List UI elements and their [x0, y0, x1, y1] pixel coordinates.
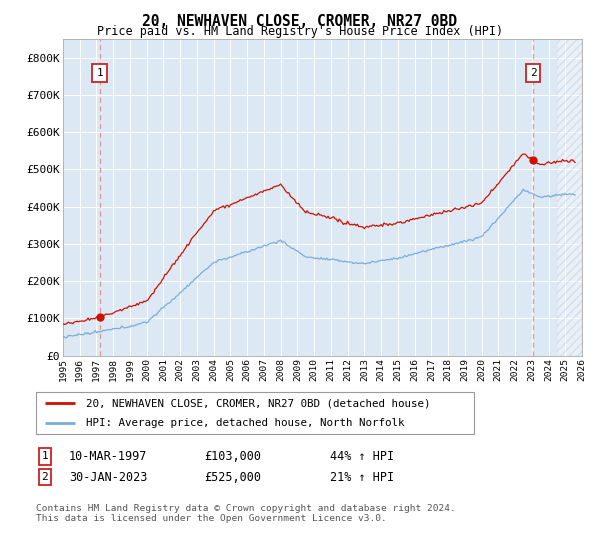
Text: 2: 2 — [530, 68, 536, 78]
Text: 21% ↑ HPI: 21% ↑ HPI — [330, 470, 394, 484]
Text: 20, NEWHAVEN CLOSE, CROMER, NR27 0BD (detached house): 20, NEWHAVEN CLOSE, CROMER, NR27 0BD (de… — [86, 398, 431, 408]
Text: 2: 2 — [41, 472, 49, 482]
Text: 44% ↑ HPI: 44% ↑ HPI — [330, 450, 394, 463]
Text: HPI: Average price, detached house, North Norfolk: HPI: Average price, detached house, Nort… — [86, 418, 405, 428]
Text: Contains HM Land Registry data © Crown copyright and database right 2024.
This d: Contains HM Land Registry data © Crown c… — [36, 504, 456, 524]
Text: 1: 1 — [41, 451, 49, 461]
Text: 30-JAN-2023: 30-JAN-2023 — [69, 470, 148, 484]
Text: 20, NEWHAVEN CLOSE, CROMER, NR27 0BD: 20, NEWHAVEN CLOSE, CROMER, NR27 0BD — [143, 14, 458, 29]
Text: £525,000: £525,000 — [204, 470, 261, 484]
Text: £103,000: £103,000 — [204, 450, 261, 463]
Text: Price paid vs. HM Land Registry's House Price Index (HPI): Price paid vs. HM Land Registry's House … — [97, 25, 503, 38]
Text: 1: 1 — [96, 68, 103, 78]
FancyBboxPatch shape — [36, 392, 474, 434]
Text: 10-MAR-1997: 10-MAR-1997 — [69, 450, 148, 463]
Bar — [557, 39, 582, 356]
